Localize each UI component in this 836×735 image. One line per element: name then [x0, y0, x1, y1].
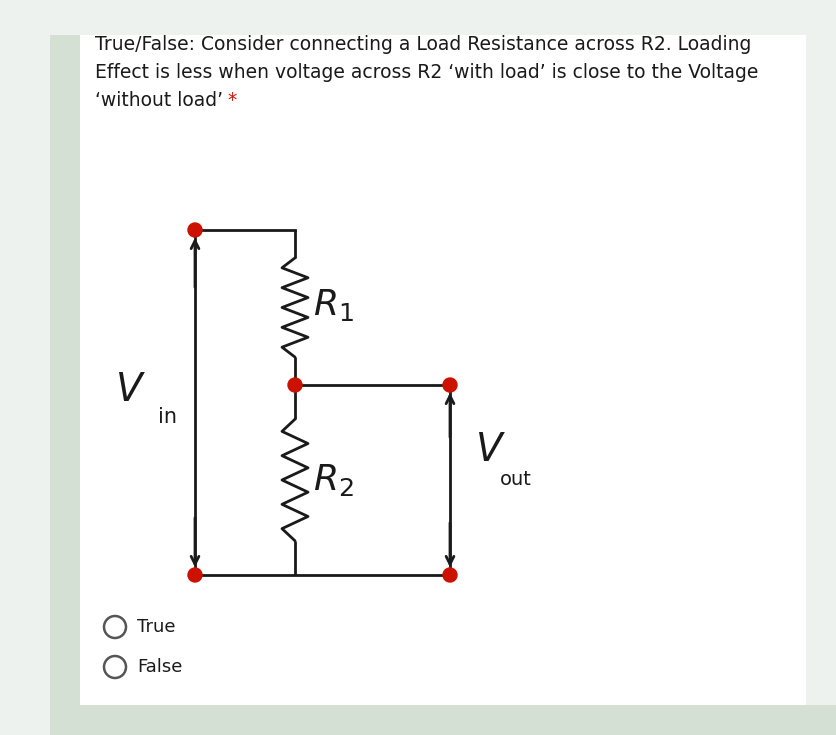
Text: False: False — [137, 658, 182, 676]
Circle shape — [443, 568, 457, 582]
FancyBboxPatch shape — [50, 35, 806, 705]
Text: $\mathit{V}$: $\mathit{V}$ — [115, 371, 145, 409]
Circle shape — [288, 378, 302, 392]
Text: $\mathit{R}_1$: $\mathit{R}_1$ — [313, 287, 354, 323]
Circle shape — [188, 568, 202, 582]
Text: $\mathit{R}_2$: $\mathit{R}_2$ — [313, 462, 354, 498]
FancyBboxPatch shape — [50, 705, 836, 735]
Text: $\mathit{V}$: $\mathit{V}$ — [475, 431, 506, 469]
Text: *: * — [227, 91, 237, 110]
Text: out: out — [500, 470, 532, 489]
Circle shape — [188, 223, 202, 237]
Text: Effect is less when voltage across R2 ‘with load’ is close to the Voltage: Effect is less when voltage across R2 ‘w… — [95, 63, 758, 82]
Circle shape — [443, 378, 457, 392]
Text: True/False: Consider connecting a Load Resistance across R2. Loading: True/False: Consider connecting a Load R… — [95, 35, 752, 54]
Text: True: True — [137, 618, 176, 636]
Text: in: in — [158, 407, 177, 427]
FancyBboxPatch shape — [50, 35, 80, 705]
Text: ‘without load’: ‘without load’ — [95, 91, 229, 110]
